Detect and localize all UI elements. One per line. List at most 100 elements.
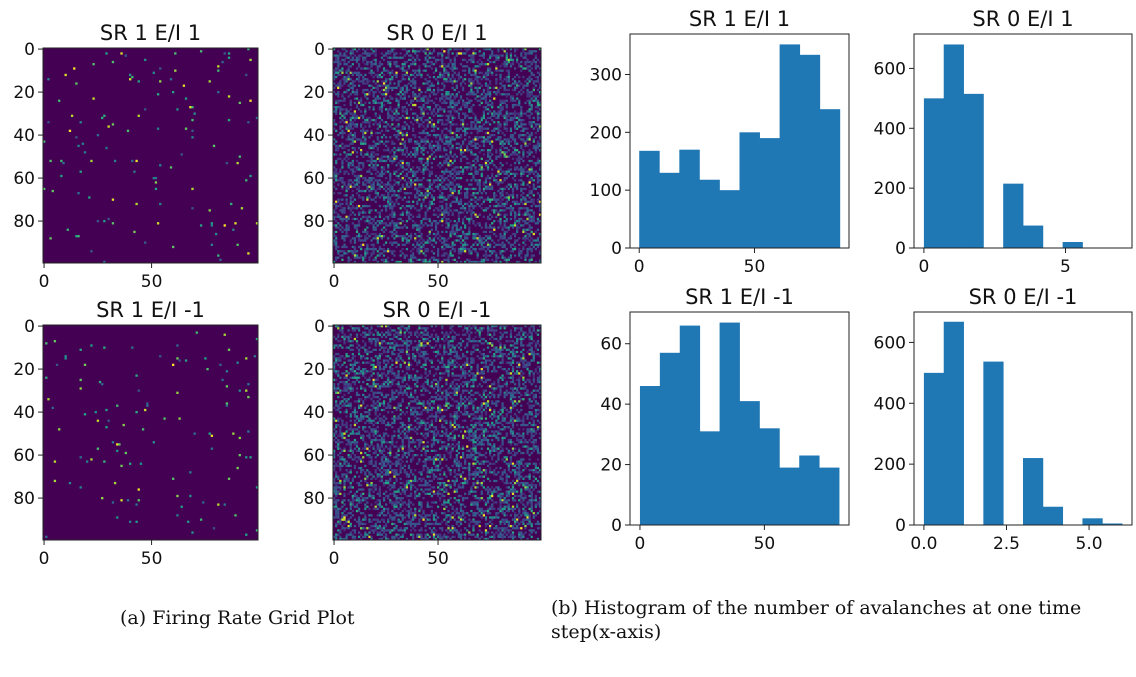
heatmap-cell <box>503 151 506 154</box>
heatmap-cell <box>482 149 485 152</box>
heatmap-cell <box>380 235 384 238</box>
heatmap-cell <box>484 73 488 77</box>
heatmap-cell <box>345 215 348 218</box>
heatmap-cell <box>345 189 348 193</box>
heatmap-cell <box>528 65 531 68</box>
heatmap-cell <box>480 239 483 242</box>
heatmap-cell <box>364 131 367 135</box>
heatmap-cell <box>457 217 461 221</box>
heatmap-cell <box>501 241 504 244</box>
heatmap-cell <box>349 207 352 210</box>
heatmap-cell <box>225 370 229 373</box>
heatmap-cell <box>472 325 475 328</box>
heatmap-cell <box>333 121 336 124</box>
heatmap-cell <box>349 185 352 188</box>
heatmap-cell <box>395 164 398 167</box>
heatmap-cell <box>439 204 442 208</box>
heatmap-cell <box>491 71 494 74</box>
heatmap-cell <box>380 222 384 225</box>
heatmap-cell <box>349 344 352 347</box>
heatmap-cell <box>468 127 471 130</box>
heatmap-cell <box>238 155 241 158</box>
heatmap-cell <box>434 179 438 182</box>
heatmap-cell <box>403 84 406 87</box>
heatmap-cell <box>191 129 194 132</box>
heatmap-cell <box>528 138 531 141</box>
heatmap-cell <box>451 168 454 171</box>
heatmap-cell <box>399 333 402 336</box>
heatmap-cell <box>397 344 400 347</box>
heatmap-cell <box>486 112 490 115</box>
heatmap-cell <box>370 342 373 345</box>
heatmap-cell <box>368 204 371 208</box>
heatmap-cell <box>422 164 425 167</box>
heatmap-cell <box>464 149 467 152</box>
heatmap-cell <box>424 337 427 341</box>
heatmap-cell <box>335 200 338 203</box>
heatmap-cell <box>520 200 523 203</box>
heatmap-cell <box>516 157 519 160</box>
heatmap-cell <box>407 67 411 70</box>
heatmap-cell <box>538 116 542 120</box>
heatmap-cell <box>418 235 421 238</box>
heatmap-cell <box>468 207 471 210</box>
heatmap-cell <box>528 134 531 137</box>
heatmap-cell <box>339 99 342 102</box>
heatmap-cell <box>357 185 361 188</box>
heatmap-cell <box>416 50 419 53</box>
heatmap-cell <box>360 73 363 77</box>
heatmap-cell <box>391 75 394 79</box>
heatmap-cell <box>509 340 513 343</box>
heatmap-cell <box>503 344 506 347</box>
heatmap-cell <box>424 241 427 244</box>
heatmap-cell <box>412 73 415 77</box>
heatmap-cell <box>403 54 406 57</box>
heatmap-cell <box>513 254 517 257</box>
heatmap-cell <box>372 58 375 62</box>
heatmap-cell <box>466 211 469 214</box>
heatmap-cell <box>395 65 398 68</box>
heatmap-cell <box>403 327 406 330</box>
heatmap-cell <box>449 252 452 255</box>
heatmap-cell <box>482 153 485 156</box>
heatmap-cell <box>193 432 196 435</box>
heatmap-cell <box>414 183 417 186</box>
heatmap-cell <box>437 140 440 143</box>
heatmap-cell <box>343 243 346 246</box>
heatmap-cell <box>428 75 431 79</box>
heatmap-cell <box>534 342 537 345</box>
heatmap-cell <box>364 327 367 330</box>
heatmap-cell <box>443 127 446 130</box>
heatmap-cell <box>360 243 363 246</box>
heatmap-cell <box>217 503 220 506</box>
heatmap-cell <box>409 58 413 62</box>
heatmap-cell <box>389 108 392 111</box>
heatmap-cell <box>382 217 386 221</box>
heatmap-cell <box>387 52 390 55</box>
heatmap-cell <box>457 177 461 180</box>
heatmap-cell <box>522 151 525 154</box>
heatmap-cell <box>464 187 467 191</box>
heatmap-cell <box>335 75 338 79</box>
heatmap-cell <box>538 91 542 94</box>
heatmap-cell <box>516 239 519 242</box>
heatmap-cell <box>401 86 404 89</box>
heatmap-cell <box>455 170 458 173</box>
heatmap-cell <box>495 54 498 57</box>
heatmap-cell <box>505 80 508 83</box>
heatmap-cell <box>345 245 348 249</box>
heatmap-cell <box>461 121 465 124</box>
heatmap-cell <box>430 170 433 173</box>
heatmap-cell <box>387 60 390 64</box>
heatmap-cell <box>439 88 442 92</box>
heatmap-cell <box>495 325 498 328</box>
heatmap-cell <box>478 95 481 98</box>
heatmap-cell <box>503 114 506 117</box>
heatmap-cell <box>437 58 440 62</box>
heatmap-cell <box>482 189 485 193</box>
heatmap-cell <box>522 140 525 143</box>
heatmap-cell <box>364 331 367 334</box>
heatmap-cell <box>480 157 483 160</box>
heatmap-cell <box>422 121 425 124</box>
heatmap-cell <box>135 374 138 377</box>
